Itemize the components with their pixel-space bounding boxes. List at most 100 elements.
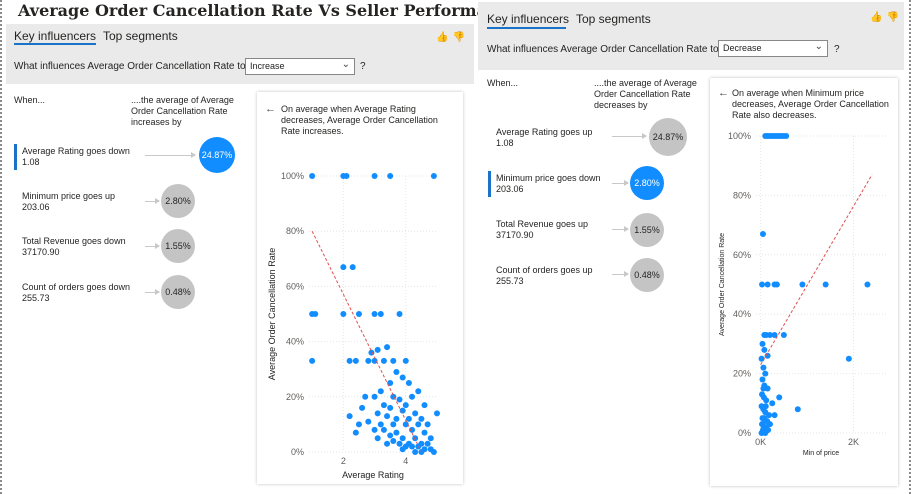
data-point[interactable] (430, 173, 437, 179)
influencer-item[interactable]: Total Revenue goes down 37170.90 (22, 236, 126, 258)
impact-bubble[interactable]: 24.87% (199, 137, 235, 173)
data-point[interactable] (783, 133, 790, 139)
influencer-item[interactable]: Average Rating goes up 1.08 (496, 127, 592, 149)
data-point[interactable] (371, 426, 378, 433)
data-point[interactable] (773, 281, 780, 288)
direction-dropdown[interactable]: Decrease ⌄ (718, 40, 828, 57)
influencer-item[interactable]: Total Revenue goes up 37170.90 (496, 219, 588, 241)
data-point[interactable] (384, 440, 391, 447)
data-point[interactable] (424, 421, 431, 428)
data-point[interactable] (760, 364, 767, 371)
data-point[interactable] (390, 421, 397, 428)
data-point[interactable] (415, 388, 422, 395)
data-point[interactable] (387, 380, 394, 386)
impact-bubble[interactable]: 0.48% (161, 275, 195, 309)
data-point[interactable] (387, 432, 394, 439)
data-point[interactable] (377, 421, 384, 428)
data-point[interactable] (355, 421, 362, 428)
data-point[interactable] (343, 173, 350, 179)
data-point[interactable] (390, 357, 397, 364)
thumbs-up-icon[interactable]: 👍 (436, 32, 449, 43)
data-point[interactable] (424, 440, 431, 447)
impact-bubble[interactable]: 2.80% (161, 184, 195, 218)
data-point[interactable] (362, 393, 369, 400)
data-point[interactable] (399, 446, 406, 453)
data-point[interactable] (409, 443, 416, 450)
data-point[interactable] (434, 410, 440, 417)
tab-key-influencers[interactable]: Key influencers (487, 12, 570, 26)
data-point[interactable] (766, 412, 772, 419)
data-point[interactable] (780, 331, 787, 338)
data-point[interactable] (760, 385, 767, 392)
data-point[interactable] (771, 412, 778, 419)
data-point[interactable] (374, 435, 381, 442)
data-point[interactable] (430, 449, 437, 455)
data-point[interactable] (393, 415, 400, 422)
data-point[interactable] (409, 426, 416, 433)
data-point[interactable] (396, 440, 403, 447)
data-point[interactable] (396, 311, 403, 317)
impact-bubble[interactable]: 1.55% (630, 213, 664, 247)
data-point[interactable] (762, 370, 769, 377)
data-point[interactable] (763, 397, 770, 404)
data-point[interactable] (390, 437, 397, 444)
data-point[interactable] (365, 357, 372, 364)
data-point[interactable] (412, 410, 419, 417)
tab-key-influencers[interactable]: Key influencers (14, 29, 97, 43)
data-point[interactable] (371, 173, 378, 179)
data-point[interactable] (759, 376, 766, 383)
thumbs-down-icon[interactable]: 👎 (452, 32, 465, 43)
data-point[interactable] (359, 404, 366, 411)
data-point[interactable] (355, 311, 362, 317)
left-arrow-icon[interactable]: ← (718, 87, 729, 99)
data-point[interactable] (384, 344, 391, 351)
data-point[interactable] (764, 352, 771, 359)
data-point[interactable] (418, 449, 425, 455)
data-point[interactable] (312, 311, 319, 317)
influencer-item[interactable]: Count of orders goes down 255.73 (22, 282, 130, 304)
data-point[interactable] (412, 435, 419, 442)
data-point[interactable] (352, 429, 359, 436)
help-icon[interactable]: ? (360, 61, 366, 72)
data-point[interactable] (399, 435, 406, 442)
left-arrow-icon[interactable]: ← (265, 103, 276, 115)
data-point[interactable] (352, 357, 359, 364)
data-point[interactable] (340, 264, 347, 271)
tab-top-segments[interactable]: Top segments (576, 12, 651, 26)
impact-bubble[interactable]: 1.55% (161, 229, 195, 263)
data-point[interactable] (371, 311, 378, 317)
data-point[interactable] (761, 346, 768, 353)
influencer-item[interactable]: Minimum price goes up 203.06 (22, 191, 115, 213)
data-point[interactable] (766, 331, 773, 338)
data-point[interactable] (380, 357, 387, 364)
help-icon[interactable]: ? (834, 44, 840, 55)
thumbs-down-icon[interactable]: 👎 (886, 12, 899, 23)
data-point[interactable] (771, 331, 778, 338)
data-point[interactable] (776, 394, 783, 401)
data-point[interactable] (412, 449, 419, 455)
data-point[interactable] (415, 421, 422, 428)
data-point[interactable] (409, 393, 416, 400)
data-point[interactable] (346, 413, 353, 420)
data-point[interactable] (405, 380, 412, 386)
data-point[interactable] (799, 281, 806, 288)
data-point[interactable] (309, 357, 316, 364)
impact-bubble[interactable]: 0.48% (630, 258, 664, 292)
data-point[interactable] (371, 393, 378, 400)
data-point[interactable] (371, 357, 378, 364)
influencer-item[interactable]: Average Rating goes down 1.08 (14, 144, 130, 170)
data-point[interactable] (764, 385, 771, 392)
influencer-item[interactable]: Minimum price goes down 203.06 (488, 171, 601, 197)
data-point[interactable] (402, 402, 409, 409)
data-point[interactable] (402, 357, 409, 364)
data-point[interactable] (365, 418, 372, 425)
data-point[interactable] (349, 264, 356, 271)
data-point[interactable] (418, 415, 425, 422)
data-point[interactable] (759, 281, 766, 288)
data-point[interactable] (377, 311, 384, 317)
impact-bubble[interactable]: 2.80% (630, 166, 664, 200)
tab-top-segments[interactable]: Top segments (103, 29, 178, 43)
data-point[interactable] (822, 281, 829, 288)
data-point[interactable] (421, 402, 428, 409)
data-point[interactable] (427, 435, 434, 442)
